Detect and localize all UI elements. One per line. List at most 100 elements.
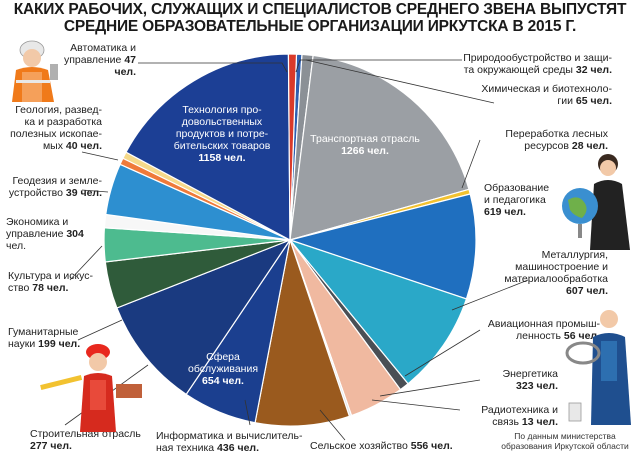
label-geodeziya: Геодезия и земле- устройство 39 чел.	[4, 175, 102, 199]
label-obrazovanie-line2: и педагогика	[484, 194, 546, 206]
label-obrazovanie-line1: Образование	[484, 182, 550, 194]
label-energetika-value: 323 чел.	[516, 380, 558, 392]
label-priroda-line1: Природообустройство и защи-	[463, 52, 612, 64]
label-metallurgiya-line3: материалообработка	[504, 273, 608, 285]
label-avtomatika-line2: управление	[63, 54, 122, 66]
leader-line-les	[461, 139, 481, 189]
leader-line-selskoe	[319, 409, 346, 441]
label-selskoe-value: 556 чел.	[410, 440, 453, 452]
label-gumanitarnye-line2: науки	[8, 338, 36, 350]
label-tehnologiya: Технология про- довольственных продуктов…	[168, 104, 276, 164]
label-energetika: Энергетика 323 чел.	[478, 368, 558, 392]
label-transport-value: 1266 чел.	[341, 145, 389, 157]
label-les-value: 28 чел.	[571, 140, 608, 152]
label-sfera-value: 654 чел.	[202, 375, 244, 387]
leader-line-informatika	[244, 399, 251, 426]
label-transport: Транспортная отрасль 1266 чел.	[306, 133, 424, 157]
label-les: Переработка лесных ресурсов 28 чел.	[484, 128, 608, 152]
label-selskoe: Сельское хозяйство 556 чел.	[310, 440, 460, 452]
label-tehnologiya-line3: продуктов и потре-	[175, 128, 269, 140]
label-metallurgiya-line1: Металлургия,	[541, 249, 608, 261]
label-sfera-line1: Сфера	[206, 351, 240, 363]
pie-slice-20	[287, 53, 298, 241]
leader-line-himiya	[305, 59, 495, 104]
label-les-line2: ресурсов	[524, 140, 569, 152]
leader-line-radio	[371, 399, 461, 411]
label-ekonomika-line1: Экономика и	[6, 216, 69, 228]
label-obrazovanie: Образование и педагогика 619 чел.	[484, 182, 564, 218]
label-kultura-value: 78 чел.	[32, 282, 69, 294]
pie-slice-19	[125, 53, 291, 242]
label-radio: Радиотехника и связь 13 чел.	[458, 404, 558, 428]
builder-icon	[40, 344, 142, 432]
label-priroda-value: 32 чел.	[575, 64, 612, 76]
label-geologiya-value: 40 чел.	[65, 140, 102, 152]
electrician-icon	[565, 310, 631, 425]
label-avtomatika: Автоматика и управление 47 чел.	[40, 42, 136, 78]
worker-woman-icon	[12, 40, 58, 102]
label-selskoe-line1: Сельское хозяйство	[310, 440, 408, 452]
label-gumanitarnye-value: 199 чел.	[38, 338, 81, 350]
label-himiya-line1: Химическая и биотехноло-	[481, 83, 612, 95]
label-ekonomika-unit: чел.	[6, 240, 27, 252]
leader-line-gumanitarnye	[77, 319, 123, 341]
label-priroda: Природообустройство и защи- та окружающе…	[460, 52, 612, 76]
label-aviaciya: Авиационная промыш- ленность 56 чел.	[478, 318, 600, 342]
label-geologiya-line4: мых	[42, 140, 63, 152]
label-gumanitarnye-line1: Гуманитарные	[8, 326, 79, 338]
pie-slice-6	[288, 238, 468, 385]
leader-line-priroda	[295, 59, 462, 73]
leader-line-aviaciya	[404, 329, 481, 377]
label-geodeziya-line1: Геодезия и земле-	[12, 175, 102, 187]
label-himiya-value: 65 чел.	[575, 95, 612, 107]
label-radio-value: 13 чел.	[521, 416, 558, 428]
leader-line-geologiya	[81, 151, 119, 161]
label-tehnologiya-value: 1158 чел.	[198, 152, 246, 164]
label-geologiya-line2: ка и разработка	[24, 116, 102, 128]
source-note: По данным министерства образования Иркут…	[501, 431, 629, 451]
label-metallurgiya-value: 607 чел.	[566, 285, 608, 297]
label-informatika-line2: ная техника	[156, 442, 215, 454]
leader-line-metallurgiya	[451, 279, 529, 311]
label-obrazovanie-value: 619 чел.	[484, 206, 526, 218]
label-avtomatika-value: 47 чел.	[114, 54, 136, 78]
label-sfera: Сфера обслуживания 654 чел.	[180, 351, 266, 387]
leader-line-geodeziya	[81, 189, 109, 193]
label-kultura-line1: Культура и искус-	[8, 270, 94, 282]
leader-line-avtomatika	[138, 62, 288, 73]
leader-line-energetika	[379, 379, 481, 397]
pie-slice-5	[287, 193, 477, 300]
label-metallurgiya: Металлургия, машиностроение и материалоо…	[490, 249, 608, 297]
label-geologiya-line1: Геология, развед-	[15, 104, 102, 116]
label-kultura: Культура и искус- ство 78 чел.	[8, 270, 100, 294]
label-stroitelnaya-value: 277 чел.	[30, 440, 72, 452]
label-metallurgiya-line2: машиностроение и	[515, 261, 608, 273]
label-tehnologiya-line2: довольственных	[181, 116, 263, 128]
label-transport-line1: Транспортная отрасль	[310, 133, 420, 145]
label-geodeziya-value: 39 чел.	[65, 187, 102, 199]
label-gumanitarnye: Гуманитарные науки 199 чел.	[8, 326, 98, 350]
label-geologiya-line3: полезных ископае-	[10, 128, 102, 140]
label-tehnologiya-line4: бительских товаров	[173, 140, 271, 152]
label-aviaciya-value: 56 чел.	[563, 330, 600, 342]
label-avtomatika-line1: Автоматика и	[70, 42, 136, 54]
label-informatika: Информатика и вычислитель- ная техника 4…	[156, 430, 306, 454]
label-informatika-line1: Информатика и вычислитель-	[156, 430, 303, 442]
label-energetika-line1: Энергетика	[502, 368, 558, 380]
teacher-globe-icon	[562, 154, 630, 250]
pie-slice-12	[116, 238, 292, 396]
chart-title-line2: СРЕДНИЕ ОБРАЗОВАТЕЛЬНЫЕ ОРГАНИЗАЦИИ ИРКУ…	[63, 18, 577, 35]
label-radio-line1: Радиотехника и	[481, 404, 558, 416]
label-ekonomika-line2: управление	[6, 228, 64, 240]
label-sfera-line2: обслуживания	[187, 363, 259, 375]
label-informatika-value: 436 чел.	[217, 442, 260, 454]
label-priroda-line2: та окружающей среды	[463, 64, 573, 76]
label-aviaciya-line2: ленность	[516, 330, 561, 342]
label-geodeziya-line2: устройство	[8, 187, 63, 199]
label-geologiya: Геология, развед- ка и разработка полезн…	[4, 104, 102, 152]
label-ekonomika-value: 304	[66, 228, 84, 240]
pie-slice-3	[289, 54, 470, 241]
label-ekonomika: Экономика и управление 304 чел.	[6, 216, 102, 252]
label-les-line1: Переработка лесных	[505, 128, 608, 140]
